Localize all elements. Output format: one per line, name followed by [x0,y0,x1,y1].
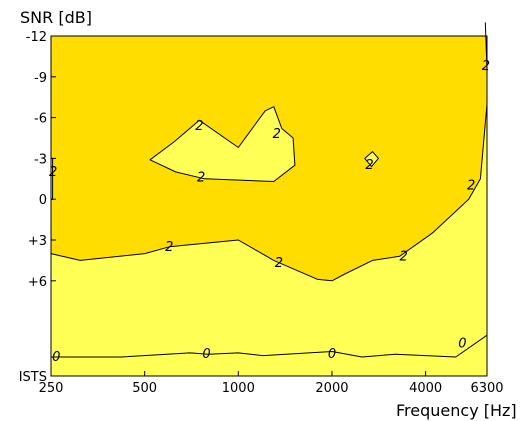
contour-label: 2 [400,249,408,264]
contour-label: 2 [195,119,203,134]
contour-label: 2 [273,127,281,142]
x-tick-label: 2000 [315,381,348,396]
contour-label: 2 [482,59,490,74]
plot-frame [50,35,488,377]
contour-label: 2 [467,179,475,194]
y-tick-label: -9 [34,71,47,86]
contour-region [51,104,487,376]
x-tick-label: 500 [132,381,157,396]
contour-label: 0 [202,347,210,362]
contour-label: 2 [275,256,283,271]
contour-label: 2 [197,170,205,185]
x-ticks: 250 500 1000 2000 4000 6300 [39,371,504,396]
y-tick-label: +3 [28,234,47,249]
contour-line-2 [50,103,488,282]
y-tick-label: ISTS [19,370,47,385]
contour-label: 2 [165,240,173,255]
contour-label: 2 [365,158,373,173]
contour-labels: 2 2 2 2 2 2 2 2 2 2 0 0 0 0 [49,59,490,365]
contour-region [150,106,295,182]
contour-label: 0 [328,347,336,362]
x-tick-label: 6300 [470,381,503,396]
contour-region [364,151,379,167]
x-tick-label: 4000 [409,381,442,396]
contour-label: 2 [49,165,57,180]
y-axis-label: SNR [dB] [20,8,92,27]
y-ticks: -12 -9 -6 -3 0 +3 +6 ISTS [19,30,56,385]
contour-line-2 [149,106,296,182]
contour-label: 0 [52,350,60,365]
x-axis-label: Frequency [Hz] [396,401,517,420]
x-tick-label: 250 [39,381,64,396]
y-tick-label: 0 [39,193,47,208]
contour-line-0 [51,334,488,358]
x-tick-label: 1000 [222,381,255,396]
contour-label: 0 [458,336,466,351]
y-tick-label: -3 [34,152,47,167]
contour-line-2 [364,151,379,168]
y-tick-label: +6 [28,275,47,290]
y-tick-label: -6 [34,112,47,127]
y-tick-label: -12 [26,30,47,45]
